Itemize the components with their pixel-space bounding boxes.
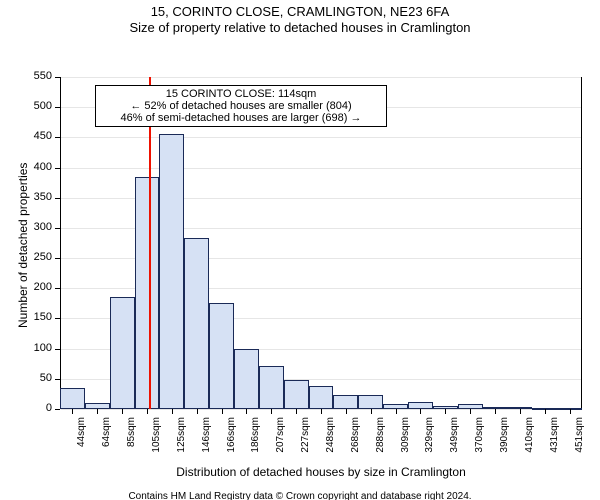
x-tick [246, 409, 247, 414]
y-tick [55, 288, 60, 289]
x-tick [570, 409, 571, 414]
x-tick-label: 207sqm [275, 417, 286, 467]
x-tick-label: 288sqm [375, 417, 386, 467]
histogram-bar [209, 303, 234, 409]
footer-line-1: Contains HM Land Registry data © Crown c… [0, 491, 600, 500]
histogram-bar [284, 380, 309, 409]
x-tick [520, 409, 521, 414]
y-tick [55, 77, 60, 78]
x-tick-label: 85sqm [126, 417, 137, 467]
histogram-bar [358, 395, 383, 409]
y-tick-label: 500 [22, 100, 52, 112]
x-tick [346, 409, 347, 414]
histogram-bar [60, 388, 85, 409]
annotation-line-2: ← 52% of detached houses are smaller (80… [102, 100, 380, 112]
x-tick [271, 409, 272, 414]
y-tick-label: 100 [22, 342, 52, 354]
y-tick [55, 258, 60, 259]
title-line-2: Size of property relative to detached ho… [0, 20, 600, 35]
histogram-bar [408, 402, 433, 409]
y-tick [55, 137, 60, 138]
histogram-bar [234, 349, 259, 409]
x-tick-label: 146sqm [201, 417, 212, 467]
x-tick-label: 329sqm [424, 417, 435, 467]
x-tick-label: 390sqm [499, 417, 510, 467]
y-gridline [61, 137, 581, 138]
x-tick [296, 409, 297, 414]
x-tick-label: 309sqm [400, 417, 411, 467]
histogram-bar [110, 297, 135, 409]
x-axis-label: Distribution of detached houses by size … [60, 465, 582, 479]
x-tick-label: 105sqm [151, 417, 162, 467]
x-tick-label: 410sqm [524, 417, 535, 467]
x-tick [97, 409, 98, 414]
x-tick [396, 409, 397, 414]
annotation-line-1: 15 CORINTO CLOSE: 114sqm [102, 88, 380, 100]
y-tick-label: 0 [22, 402, 52, 414]
x-tick-label: 370sqm [474, 417, 485, 467]
x-tick [445, 409, 446, 414]
y-tick-label: 550 [22, 70, 52, 82]
x-tick [420, 409, 421, 414]
annotation-box: 15 CORINTO CLOSE: 114sqm← 52% of detache… [95, 85, 387, 127]
x-tick-label: 349sqm [449, 417, 460, 467]
x-tick [72, 409, 73, 414]
y-tick [55, 198, 60, 199]
chart-title-block: 15, CORINTO CLOSE, CRAMLINGTON, NE23 6FA… [0, 0, 600, 35]
histogram-bar [333, 395, 358, 409]
y-tick [55, 349, 60, 350]
histogram-bar [259, 366, 284, 409]
histogram-bar [159, 134, 184, 409]
x-tick [147, 409, 148, 414]
x-tick-label: 451sqm [574, 417, 585, 467]
x-tick-label: 248sqm [325, 417, 336, 467]
x-tick [122, 409, 123, 414]
y-tick [55, 318, 60, 319]
x-tick-label: 44sqm [76, 417, 87, 467]
x-tick-label: 431sqm [549, 417, 560, 467]
y-tick [55, 168, 60, 169]
y-axis-label: Number of detached properties [16, 163, 30, 328]
x-tick [545, 409, 546, 414]
x-tick-label: 268sqm [350, 417, 361, 467]
y-tick [55, 228, 60, 229]
x-tick-label: 227sqm [300, 417, 311, 467]
histogram-bar [135, 177, 160, 409]
histogram-bar [184, 238, 209, 409]
x-tick [172, 409, 173, 414]
x-tick-label: 166sqm [226, 417, 237, 467]
y-tick [55, 409, 60, 410]
y-tick [55, 107, 60, 108]
x-tick [321, 409, 322, 414]
x-tick-label: 125sqm [176, 417, 187, 467]
y-gridline [61, 77, 581, 78]
x-tick [371, 409, 372, 414]
y-tick-label: 50 [22, 372, 52, 384]
x-tick-label: 64sqm [101, 417, 112, 467]
x-tick [197, 409, 198, 414]
annotation-line-3: 46% of semi-detached houses are larger (… [102, 112, 380, 124]
x-tick [495, 409, 496, 414]
footer-attribution: Contains HM Land Registry data © Crown c… [0, 491, 600, 500]
histogram-bar [309, 386, 334, 409]
y-tick [55, 379, 60, 380]
y-tick-label: 450 [22, 130, 52, 142]
title-line-1: 15, CORINTO CLOSE, CRAMLINGTON, NE23 6FA [0, 4, 600, 19]
y-gridline [61, 168, 581, 169]
x-tick [470, 409, 471, 414]
x-tick-label: 186sqm [250, 417, 261, 467]
x-tick [222, 409, 223, 414]
